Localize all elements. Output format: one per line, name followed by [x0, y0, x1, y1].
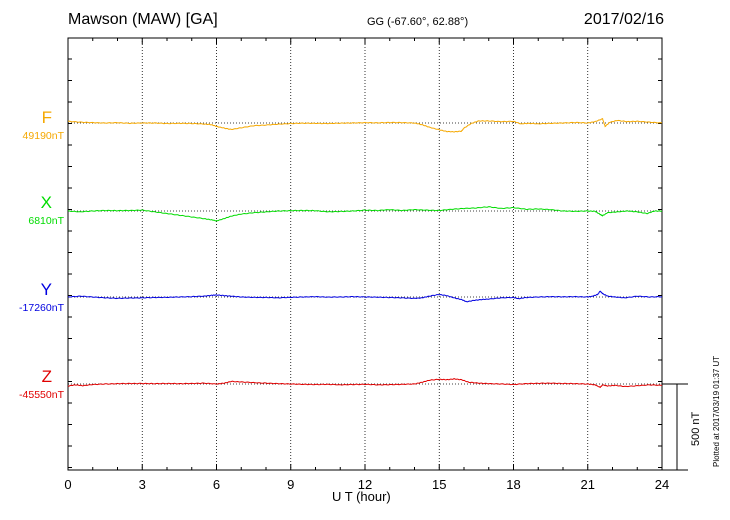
coordinates-label: GG (-67.60°, 62.88°) — [367, 16, 469, 28]
component-baseline: 6810nT — [28, 215, 64, 227]
x-tick-label: 0 — [64, 477, 71, 492]
scale-bar-label: 500 nT — [690, 411, 702, 446]
x-tick-label: 15 — [432, 477, 446, 492]
component-label-f: F 49190nT — [4, 108, 64, 142]
x-tick-label: 9 — [287, 477, 294, 492]
plotted-timestamp: Plotted at 2017/03/19 01:37 UT — [712, 355, 721, 467]
series-line-f — [67, 117, 663, 133]
component-letter: X — [40, 193, 52, 212]
date-label: 2017/02/16 — [583, 11, 664, 28]
component-label-x: X 6810nT — [4, 193, 64, 227]
component-label-z: Z -45550nT — [4, 367, 64, 401]
component-letter: Z — [41, 367, 52, 386]
component-baseline: -17260nT — [19, 302, 64, 314]
x-tick-label: 21 — [581, 477, 595, 492]
x-tick-label: 12 — [358, 477, 372, 492]
station-title: Mawson (MAW) [GA] — [68, 11, 218, 28]
x-axis-label: U T (hour) — [332, 489, 391, 504]
x-tick-label: 24 — [655, 477, 669, 492]
component-letter: F — [41, 108, 52, 127]
component-baseline: 49190nT — [22, 130, 64, 142]
x-tick-label: 3 — [139, 477, 146, 492]
series-line-z — [67, 378, 663, 389]
series-line-x — [67, 206, 663, 222]
x-tick-label: 6 — [213, 477, 220, 492]
component-baseline: -45550nT — [19, 389, 64, 401]
x-tick-label: 18 — [506, 477, 520, 492]
component-letter: Y — [40, 280, 52, 299]
series-line-y — [67, 290, 663, 303]
component-label-y: Y -17260nT — [4, 280, 64, 314]
